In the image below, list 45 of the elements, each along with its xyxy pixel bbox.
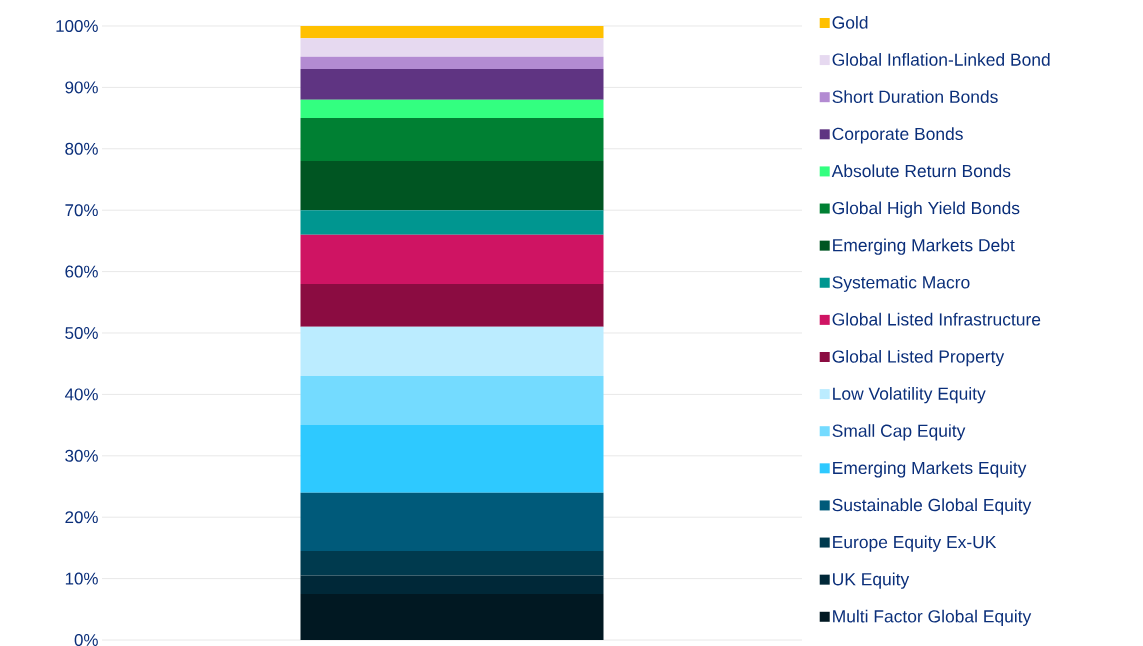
legend-label: Small Cap Equity xyxy=(832,424,966,441)
bar xyxy=(300,492,604,551)
legend-label: Emerging Markets Debt xyxy=(833,238,1015,255)
legend-label: Global Listed Property xyxy=(832,349,1005,367)
bar xyxy=(300,326,604,376)
bar xyxy=(300,425,604,493)
y-tick-label: 50% xyxy=(65,327,98,339)
y-tick-label: 90% xyxy=(65,81,98,94)
legend-label: Global High Yield Bonds xyxy=(832,201,1020,218)
bar xyxy=(300,575,604,594)
bar xyxy=(300,68,604,100)
y-tick-label: 70% xyxy=(65,204,98,217)
legend-label: Low Volatility Equity xyxy=(833,387,986,404)
bar xyxy=(300,210,604,235)
y-tick-label: 30% xyxy=(65,449,98,462)
y-tick-label: 100% xyxy=(56,19,98,32)
bar xyxy=(300,550,604,576)
y-tick-label: 40% xyxy=(64,388,98,401)
legend-label: Europe Equity Ex-UK xyxy=(833,535,997,552)
legend-label: Absolute Return Bonds xyxy=(831,164,1011,178)
legend-label: UK Equity xyxy=(833,572,910,589)
y-tick-label: 80% xyxy=(65,142,98,155)
y-tick-label: 20% xyxy=(65,511,98,524)
legend-label: Global Inflation-Linked Bond xyxy=(832,53,1050,66)
legend-label: Sustainable Global Equity xyxy=(832,498,1032,515)
y-tick-label: 10% xyxy=(65,572,98,585)
bar xyxy=(300,161,604,211)
bar xyxy=(300,38,604,57)
legend-label: Corporate Bonds xyxy=(832,127,963,144)
bar xyxy=(300,25,604,39)
legend-label: Short Duration Bonds xyxy=(832,90,998,103)
bar xyxy=(300,375,604,426)
bar xyxy=(300,118,604,162)
y-tick-label: 60% xyxy=(65,265,98,278)
bar xyxy=(300,56,604,69)
legend-label: Emerging Markets Equity xyxy=(833,461,1027,478)
legend-label: Multi Factor Global Equity xyxy=(833,609,1032,626)
y-tick-label: 0% xyxy=(74,634,98,646)
legend-label: Gold xyxy=(832,15,868,29)
bar xyxy=(300,99,604,119)
bar xyxy=(300,283,604,327)
legend-label: Global Listed Infrastructure xyxy=(832,312,1041,326)
bar xyxy=(300,234,604,284)
legend-label: Systematic Macro xyxy=(832,275,970,292)
bar xyxy=(300,593,604,640)
